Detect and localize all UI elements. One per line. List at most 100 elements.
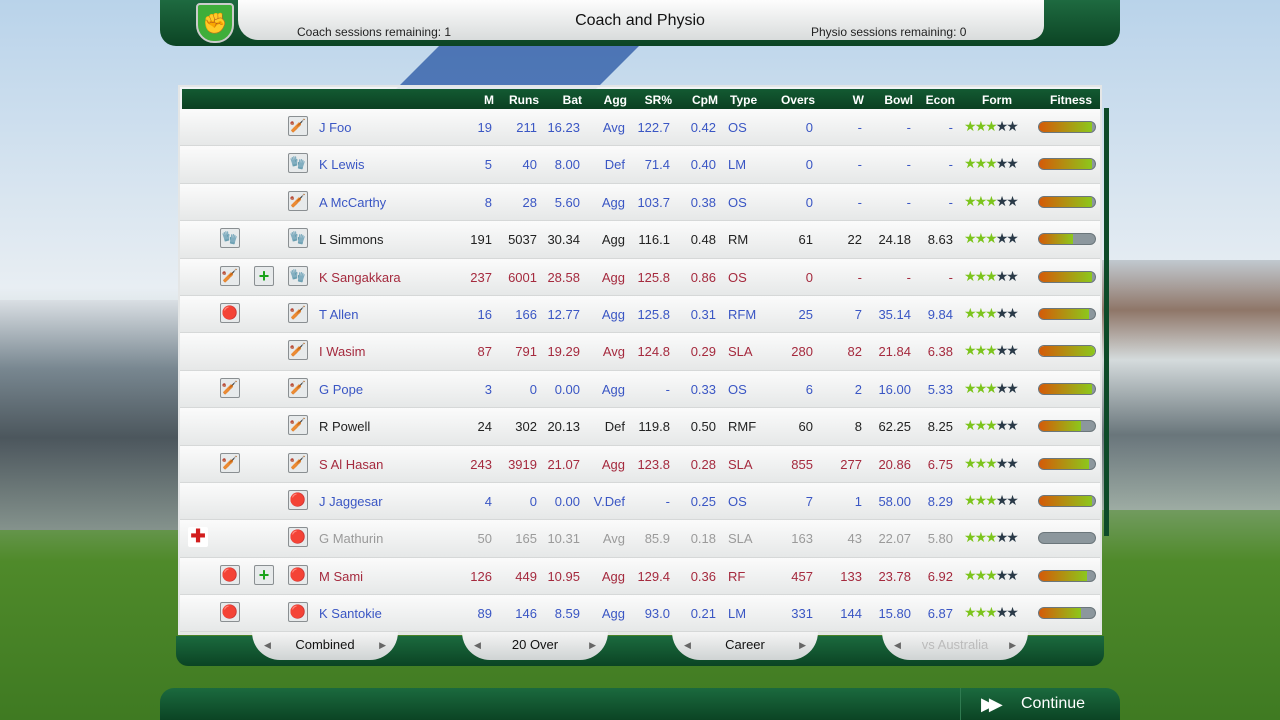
cell-m: 243 — [470, 456, 492, 472]
cell-overs: 61 — [798, 232, 813, 248]
cell-cpm: 0.36 — [690, 568, 716, 584]
cell-w: 144 — [840, 606, 862, 622]
cell-runs: 5037 — [508, 232, 537, 248]
prev-arrow-icon[interactable]: ◀ — [264, 640, 271, 650]
column-header[interactable]: CpM — [692, 93, 718, 107]
prev-arrow-icon[interactable]: ◀ — [474, 640, 481, 650]
player-name[interactable]: L Simmons — [319, 232, 384, 248]
player-name[interactable]: K Santokie — [319, 606, 382, 622]
ball-icon[interactable]: 🔴 — [220, 564, 240, 585]
player-name[interactable]: J Jaggesar — [319, 493, 383, 509]
table-row[interactable]: 🔴 🔴 K Santokie 89 146 8.59 Agg 93.0 0.21 LM 331 144… — [180, 595, 1100, 633]
column-header[interactable]: Econ — [925, 93, 955, 107]
table-row[interactable]: 🏏 I Wasim 87 791 19.29 Avg 124.8 0.29 SLA 280 82 21… — [180, 333, 1100, 371]
player-name[interactable]: G Pope — [319, 381, 364, 397]
continue-button[interactable]: ▶▶ Continue — [960, 688, 1120, 720]
cell-agg: Agg — [601, 381, 625, 397]
player-name[interactable]: T Allen — [319, 306, 359, 322]
table-row[interactable]: 🧤 🧤 L Simmons 191 5037 30.34 Agg 116.1 0.48 RM 61 2… — [180, 221, 1100, 259]
keeper-gloves-icon: 🧤 — [288, 153, 308, 174]
cell-agg: Agg — [601, 306, 625, 322]
column-header[interactable]: Bat — [562, 93, 582, 107]
fitness-bar — [1038, 270, 1096, 283]
next-arrow-icon[interactable]: ▶ — [589, 640, 596, 650]
table-row[interactable]: 🏏 A McCarthy 8 28 5.60 Agg 103.7 0.38 OS 0- - - ★★★★… — [180, 183, 1100, 222]
cell-m: 4 — [484, 493, 492, 509]
player-name[interactable]: I Wasim — [319, 344, 366, 360]
gloves-ball-icon[interactable]: 🧤 — [220, 228, 240, 249]
tab-label: vs Australia — [921, 637, 989, 652]
column-header[interactable]: Overs — [780, 93, 815, 107]
cell-overs: 331 — [791, 606, 813, 622]
cell-agg: Avg — [602, 531, 625, 547]
player-name[interactable]: S Al Hasan — [319, 456, 384, 472]
cell-cpm: 0.33 — [690, 381, 716, 397]
cell-econ: 6.92 — [927, 568, 953, 584]
prev-arrow-icon[interactable]: ◀ — [684, 640, 691, 650]
player-name[interactable]: M Sami — [319, 568, 364, 584]
form-rating: ★★★★★ — [964, 305, 1019, 322]
ball-icon[interactable]: 🔴 — [220, 602, 240, 623]
next-arrow-icon[interactable]: ▶ — [799, 640, 806, 650]
column-header[interactable]: Fitness — [1050, 93, 1093, 107]
tab-career[interactable]: ◀ Career ▶ — [672, 632, 818, 660]
column-header[interactable]: Type — [730, 93, 758, 107]
table-row[interactable]: 🏏 J Foo 19 211 16.23 Avg 122.7 0.42 OS 0- - - ★★★★★ — [180, 109, 1100, 147]
column-header[interactable]: M — [484, 93, 494, 107]
table-row[interactable]: 🏏 🏏 S Al Hasan 243 3919 21.07 Agg 123.8 0.28 SLA 8… — [180, 445, 1100, 483]
form-star-icon: ★ — [964, 192, 976, 209]
cell-cpm: 0.48 — [690, 232, 716, 248]
cell-bat: 5.60 — [554, 194, 580, 210]
player-name[interactable]: A McCarthy — [319, 194, 387, 210]
table-row[interactable]: 🔴 🏏 T Allen 16 166 12.77 Agg 125.8 0.31 RFM 25 7 35.… — [180, 295, 1100, 334]
column-header[interactable]: Form — [982, 93, 1012, 107]
table-row[interactable]: 🔴 J Jaggesar 4 0 0.00 V.Def - 0.25 OS 7 1 58.00 8.29… — [180, 482, 1100, 521]
table-row[interactable]: 🏏 R Powell 24 302 20.13 Def 119.8 0.50 RMF 60 8 62.… — [180, 408, 1100, 446]
fitness-bar — [1038, 345, 1096, 358]
cell-type: OS — [728, 381, 747, 397]
tab-combined[interactable]: ◀ Combined ▶ — [252, 632, 398, 660]
cell-agg: Agg — [601, 232, 625, 248]
cell-m: 50 — [477, 531, 492, 547]
tab-20-over[interactable]: ◀ 20 Over ▶ — [462, 632, 608, 660]
player-name[interactable]: R Powell — [319, 419, 371, 435]
treatment-plus-icon[interactable]: + — [254, 265, 274, 286]
bat-icon[interactable]: 🏏 — [220, 452, 240, 473]
table-row[interactable]: 🔴 + 🔴 M Sami 126 449 10.95 Agg 129.4 0.36 RF 457 133… — [180, 557, 1100, 596]
treatment-plus-icon[interactable]: + — [254, 564, 274, 585]
fast-forward-icon: ▶▶ — [981, 694, 1003, 714]
player-name[interactable]: J Foo — [319, 120, 352, 135]
table-row[interactable]: 🏏 + 🧤 K Sangakkara 237 6001 28.58 Agg 125.8 0.86 O… — [180, 258, 1100, 296]
column-header[interactable]: W — [852, 93, 864, 107]
table-row[interactable]: ✚ 🔴 G Mathurin 50 165 10.31 Avg 85.9 0.18 SLA 163 4… — [180, 520, 1100, 558]
decorative-swoosh — [395, 40, 645, 90]
cell-bowl: - — [906, 120, 911, 135]
player-name[interactable]: G Mathurin — [319, 531, 384, 547]
cell-w: - — [857, 157, 862, 173]
form-rating: ★★★★★ — [964, 529, 1019, 546]
player-name[interactable]: K Lewis — [319, 157, 365, 173]
injury-cross-icon[interactable]: ✚ — [188, 527, 208, 548]
cell-w: 7 — [854, 306, 862, 322]
column-header[interactable]: Bowl — [884, 93, 913, 107]
bat-icon[interactable]: 🏏 — [220, 265, 240, 286]
cell-sr: 85.9 — [644, 531, 670, 547]
cell-sr: 116.1 — [638, 232, 670, 248]
column-header[interactable]: SR% — [644, 93, 672, 107]
cell-overs: 163 — [791, 531, 813, 547]
cell-bat: 30.34 — [547, 232, 580, 248]
form-star-icon: ★ — [964, 529, 976, 546]
column-header[interactable]: Agg — [603, 93, 627, 107]
table-row[interactable]: 🏏 🏏 G Pope 3 0 0.00 Agg -0.33 OS 6 2 16.00 5.33 ★★★★★ — [180, 370, 1100, 409]
fitness-bar — [1038, 382, 1096, 395]
table-row[interactable]: 🧤 K Lewis 5 40 8.00 Def 71.4 0.40 LM 0- - - ★★★★★ — [180, 146, 1100, 184]
player-name[interactable]: K Sangakkara — [319, 269, 401, 285]
column-header[interactable]: Runs — [509, 93, 539, 107]
cell-w: - — [857, 120, 862, 135]
scrollbar[interactable] — [1104, 108, 1109, 536]
cell-econ: - — [948, 120, 953, 135]
ball-icon[interactable]: 🔴 — [220, 302, 240, 323]
next-arrow-icon[interactable]: ▶ — [379, 640, 386, 650]
bat-icon[interactable]: 🏏 — [220, 377, 240, 398]
cell-econ: 6.38 — [927, 344, 953, 360]
